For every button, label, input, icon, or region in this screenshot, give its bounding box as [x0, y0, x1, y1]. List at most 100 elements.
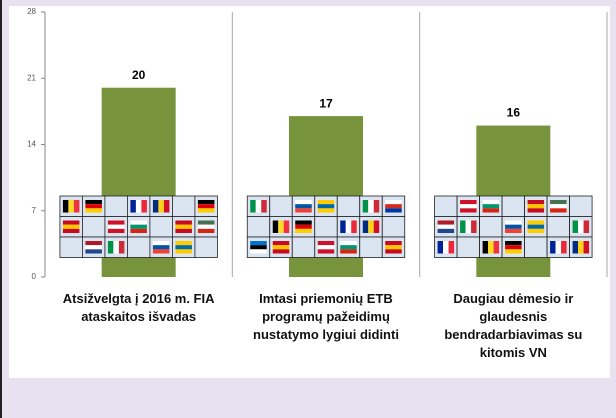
flag-stripe: [550, 204, 567, 209]
flag-stripe: [175, 241, 192, 246]
flag-stripe: [362, 220, 369, 233]
flag-stripe: [295, 228, 312, 234]
y-tick-label: 7: [32, 206, 37, 215]
flag-stripe: [283, 220, 290, 233]
flag-stripe: [317, 241, 335, 246]
flag-stripe: [163, 200, 170, 213]
flag-stripe: [340, 220, 346, 233]
flag-stripe: [130, 220, 147, 225]
flag-stripe: [141, 200, 147, 213]
flag-stripe: [250, 245, 267, 250]
flag-stripe: [197, 208, 215, 213]
flag-cell: [524, 236, 548, 258]
flag-stripe: [368, 200, 374, 213]
flag-stripe: [482, 208, 500, 213]
flag-stripe: [250, 200, 256, 213]
flag-stripe: [250, 249, 267, 254]
flag-stripe: [505, 249, 522, 254]
flag-stripe: [505, 245, 522, 250]
flag-stripe: [152, 241, 170, 246]
flag-stripe: [351, 220, 357, 233]
flag-stripe: [385, 249, 402, 254]
flag-stripe: [340, 245, 357, 250]
flag-stripe: [317, 200, 335, 205]
flag-stripe: [107, 228, 125, 234]
flag-stripe: [197, 200, 215, 205]
flag-cell: [456, 236, 480, 258]
flag-stripe: [175, 220, 192, 225]
flag-cell: [501, 195, 525, 217]
flag-stripe: [295, 204, 312, 209]
flag-stripe: [278, 220, 284, 233]
flag-stripe: [107, 220, 125, 225]
flag-stripe: [550, 200, 567, 205]
flag-stripe: [73, 200, 80, 213]
flag-stripe: [482, 241, 489, 254]
flag-stripe: [460, 200, 477, 205]
flag-stripe: [317, 204, 335, 209]
flag-stripe: [317, 245, 335, 250]
value-label: 20: [132, 68, 146, 82]
flag-stripe: [85, 200, 102, 205]
flag-stripe: [197, 220, 215, 225]
flag-cell: [359, 236, 383, 258]
flag-grid: [246, 195, 406, 258]
flag-cell: [569, 195, 593, 217]
flag-stripe: [295, 200, 312, 205]
flag-cell: [59, 236, 83, 258]
flag-stripe: [362, 200, 369, 213]
flag-cell: [194, 236, 218, 258]
flag-stripe: [385, 245, 402, 250]
flag-stripe: [62, 200, 69, 213]
flag-stripe: [572, 220, 579, 233]
y-tick-label: 28: [27, 7, 36, 16]
value-label: 16: [507, 106, 521, 120]
flag-stripe: [295, 224, 312, 229]
flag-stripe: [578, 241, 584, 254]
flag-stripe: [152, 249, 170, 254]
flag-stripe: [130, 224, 147, 229]
flag-stripe: [118, 241, 125, 254]
flag-cell: [381, 216, 406, 238]
flag-cell: [434, 195, 458, 217]
flag-stripe: [85, 204, 102, 209]
flag-stripe: [255, 200, 262, 213]
flag-stripe: [583, 241, 590, 254]
flag-cell: [172, 195, 196, 217]
flag-stripe: [158, 200, 164, 213]
flag-stripe: [555, 241, 562, 254]
flag-stripe: [295, 208, 312, 213]
x-tick-label: Daugiau dėmesio ir glaudesnis bendradarb…: [444, 291, 583, 360]
flag-stripe: [340, 241, 357, 246]
y-tick-label: 14: [27, 140, 36, 149]
flag-cell: [336, 195, 361, 217]
flag-stripe: [85, 241, 102, 246]
flag-stripe: [460, 208, 477, 213]
flag-stripe: [482, 204, 500, 209]
flag-stripe: [197, 228, 215, 234]
flag-stripe: [175, 245, 192, 250]
flag-cell: [269, 195, 293, 217]
flag-stripe: [385, 208, 402, 213]
flag-cell: [82, 216, 106, 238]
flag-stripe: [493, 241, 500, 254]
flag-stripe: [152, 200, 159, 213]
flag-stripe: [488, 241, 494, 254]
x-tick-label: Imtasi priemonių ETB programų pažeidimų …: [253, 291, 399, 342]
flag-stripe: [62, 228, 80, 234]
flag-stripe: [175, 228, 192, 234]
flag-stripe: [152, 245, 170, 250]
flag-stripe: [175, 224, 192, 229]
flag-grid: [59, 195, 218, 258]
flag-stripe: [250, 241, 267, 246]
flag-stripe: [107, 241, 114, 254]
flag-stripe: [437, 224, 455, 229]
flag-stripe: [317, 249, 335, 254]
flag-cell: [127, 236, 151, 258]
flag-stripe: [135, 200, 142, 213]
flag-stripe: [583, 220, 590, 233]
flag-stripe: [130, 200, 136, 213]
flag-stripe: [272, 245, 290, 250]
flag-stripe: [368, 220, 374, 233]
